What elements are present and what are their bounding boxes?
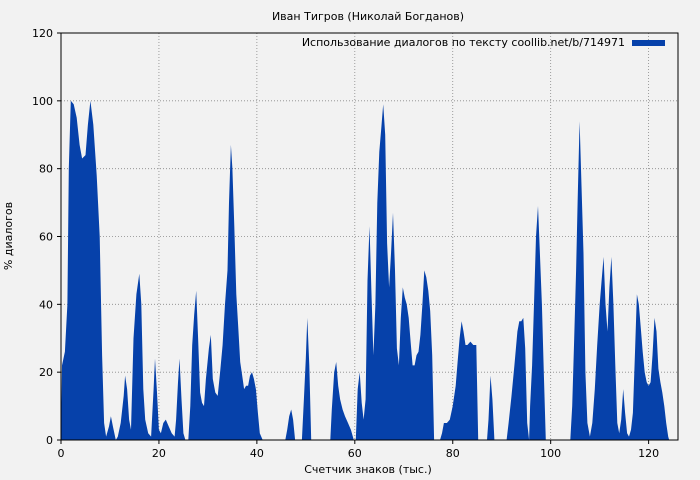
y-tick-label: 20	[39, 366, 53, 379]
x-tick-label: 80	[446, 447, 460, 460]
series-area	[61, 100, 670, 441]
legend-label: Использование диалогов по тексту coollib…	[302, 36, 625, 49]
legend: Использование диалогов по тексту coollib…	[302, 36, 665, 49]
y-tick-label: 80	[39, 163, 53, 176]
legend-swatch	[632, 40, 665, 46]
x-tick-label: 40	[250, 447, 264, 460]
x-tick-label: 60	[348, 447, 362, 460]
x-tick-label: 100	[540, 447, 561, 460]
y-axis-label: % диалогов	[2, 202, 15, 270]
y-tick-label: 100	[32, 95, 53, 108]
x-tick-label: 20	[152, 447, 166, 460]
axes: 0 20 40 60 80 100 120 0 20 40 60 80 100 120	[32, 27, 659, 460]
x-axis-label: Счетчик знаков (тыс.)	[304, 463, 432, 476]
y-tick-label: 0	[46, 434, 53, 447]
x-tick-label: 120	[638, 447, 659, 460]
y-tick-label: 60	[39, 231, 53, 244]
chart-title: Иван Тигров (Николай Богданов)	[272, 10, 464, 23]
y-tick-label: 40	[39, 298, 53, 311]
y-tick-label: 120	[32, 27, 53, 40]
x-tick-label: 0	[58, 447, 65, 460]
